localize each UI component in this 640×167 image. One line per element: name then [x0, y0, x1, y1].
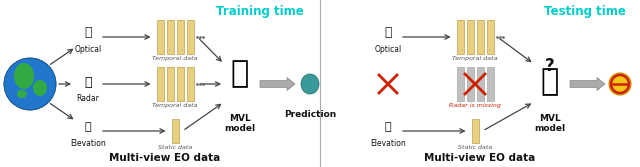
Bar: [456, 20, 463, 54]
Text: Radar: Radar: [77, 94, 99, 103]
Ellipse shape: [33, 80, 47, 96]
Ellipse shape: [14, 63, 34, 89]
Ellipse shape: [301, 74, 319, 94]
Bar: [177, 67, 184, 101]
Text: Multi-view EO data: Multi-view EO data: [109, 153, 221, 163]
Text: Prediction: Prediction: [284, 110, 336, 119]
Text: Static data: Static data: [458, 145, 492, 150]
Text: Temporal data: Temporal data: [152, 103, 198, 108]
Ellipse shape: [17, 90, 27, 98]
FancyArrow shape: [260, 77, 295, 91]
Text: 🚀: 🚀: [84, 122, 92, 132]
Text: Temporal data: Temporal data: [152, 56, 198, 61]
Bar: [467, 20, 474, 54]
Text: Radar is missing: Radar is missing: [449, 103, 501, 108]
Bar: [166, 20, 173, 54]
Text: 📡: 📡: [84, 27, 92, 40]
Bar: [456, 67, 463, 101]
Text: 🤖: 🤖: [231, 59, 249, 89]
Bar: [157, 67, 163, 101]
Bar: [467, 67, 474, 101]
Text: Optical: Optical: [74, 45, 102, 54]
Ellipse shape: [4, 58, 56, 110]
Bar: [166, 67, 173, 101]
Text: Training time: Training time: [216, 5, 304, 18]
Bar: [172, 119, 179, 143]
Bar: [477, 67, 483, 101]
FancyArrow shape: [570, 77, 605, 91]
Text: ?: ?: [545, 57, 555, 75]
Bar: [472, 119, 479, 143]
Bar: [177, 20, 184, 54]
Text: MVL
model: MVL model: [534, 114, 566, 133]
Text: MVL
model: MVL model: [225, 114, 255, 133]
Text: Elevation: Elevation: [370, 139, 406, 148]
Text: 📡: 📡: [384, 27, 392, 40]
Bar: [477, 20, 483, 54]
Ellipse shape: [609, 73, 631, 95]
Text: Elevation: Elevation: [70, 139, 106, 148]
Bar: [486, 67, 493, 101]
Text: Multi-view EO data: Multi-view EO data: [424, 153, 536, 163]
Text: 🤖: 🤖: [541, 67, 559, 97]
Text: Temporal data: Temporal data: [452, 56, 498, 61]
Text: 🛰: 🛰: [84, 75, 92, 89]
Text: Static data: Static data: [158, 145, 192, 150]
Bar: [186, 67, 193, 101]
Text: Optical: Optical: [374, 45, 402, 54]
Bar: [486, 20, 493, 54]
Bar: [157, 20, 163, 54]
Text: Testing time: Testing time: [544, 5, 626, 18]
Bar: [186, 20, 193, 54]
Text: 🚀: 🚀: [385, 122, 391, 132]
